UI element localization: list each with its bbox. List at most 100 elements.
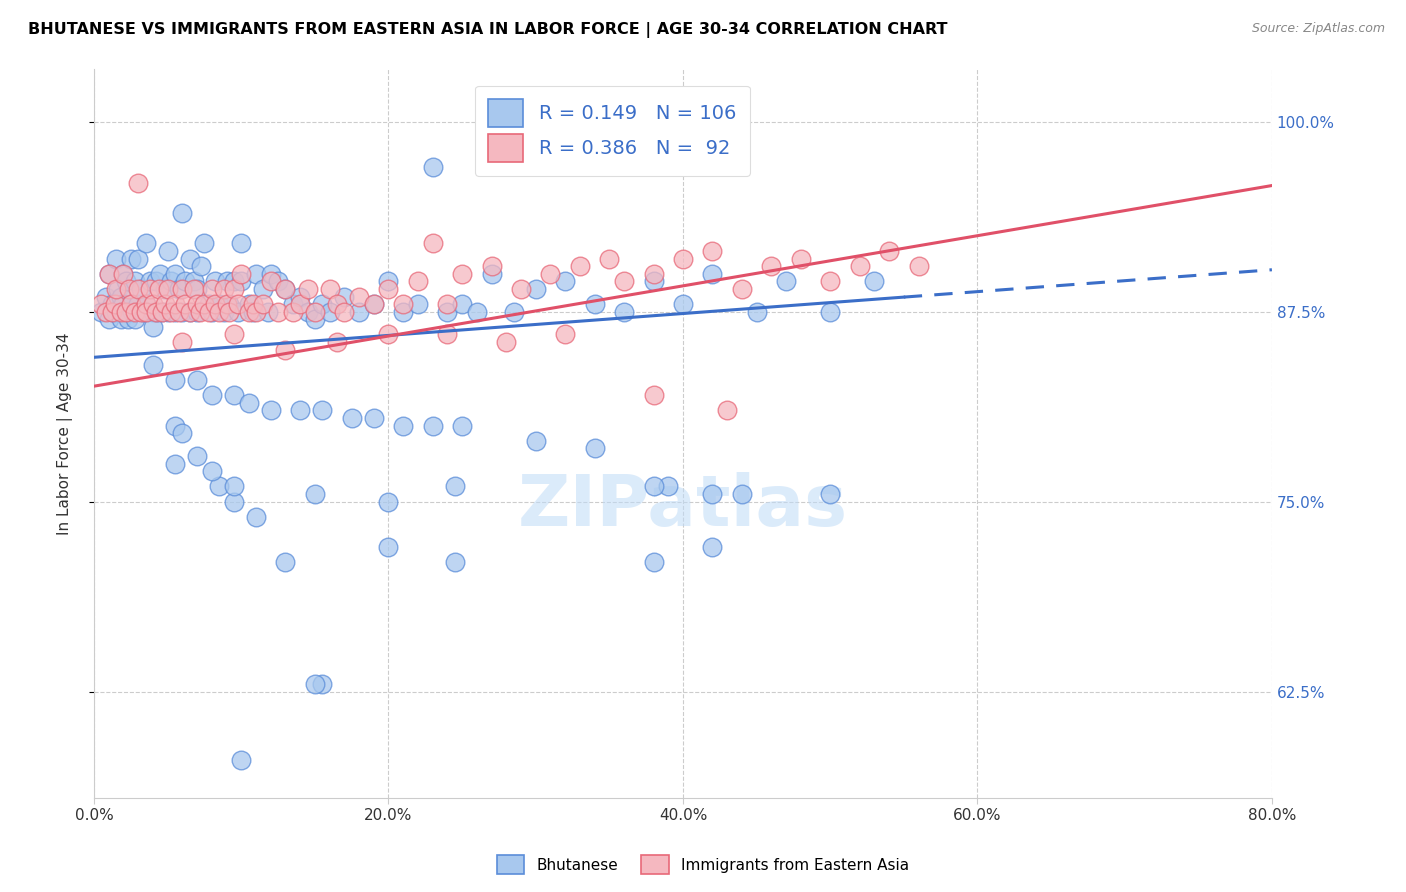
Point <box>97 267 120 281</box>
Point <box>222 274 245 288</box>
Point <box>156 244 179 258</box>
Point <box>135 297 157 311</box>
Point <box>761 259 783 273</box>
Point <box>186 373 208 387</box>
Legend: R = 0.149   N = 106, R = 0.386   N =  92: R = 0.149 N = 106, R = 0.386 N = 92 <box>475 86 749 176</box>
Point <box>135 304 157 318</box>
Point <box>702 487 724 501</box>
Point <box>304 487 326 501</box>
Point <box>153 282 176 296</box>
Point <box>288 297 311 311</box>
Point <box>212 282 235 296</box>
Point <box>94 304 117 318</box>
Point <box>363 297 385 311</box>
Point <box>252 297 274 311</box>
Point <box>172 426 194 441</box>
Point <box>115 304 138 318</box>
Point <box>105 282 128 296</box>
Point <box>583 297 606 311</box>
Point <box>326 297 349 311</box>
Point <box>288 403 311 417</box>
Point <box>201 388 224 402</box>
Point <box>495 335 517 350</box>
Point <box>231 236 253 251</box>
Point <box>790 252 813 266</box>
Point <box>112 297 135 311</box>
Point <box>112 267 135 281</box>
Point <box>107 282 129 296</box>
Point <box>183 282 205 296</box>
Point <box>311 297 333 311</box>
Point <box>672 252 695 266</box>
Point <box>568 259 591 273</box>
Point <box>524 282 547 296</box>
Point <box>377 282 399 296</box>
Point <box>124 304 146 318</box>
Point <box>215 297 238 311</box>
Point <box>863 274 886 288</box>
Point <box>172 335 194 350</box>
Point <box>110 289 132 303</box>
Point <box>256 304 278 318</box>
Point <box>190 259 212 273</box>
Point <box>436 304 458 318</box>
Point <box>451 267 474 281</box>
Point <box>318 282 340 296</box>
Point <box>347 289 370 303</box>
Point <box>643 388 665 402</box>
Point <box>201 464 224 478</box>
Point <box>643 479 665 493</box>
Point <box>318 304 340 318</box>
Point <box>436 327 458 342</box>
Point <box>201 282 224 296</box>
Point <box>104 297 127 311</box>
Point <box>288 289 311 303</box>
Point <box>907 259 929 273</box>
Point <box>139 274 162 288</box>
Point <box>110 312 132 326</box>
Point <box>131 304 153 318</box>
Point <box>135 236 157 251</box>
Point <box>110 304 132 318</box>
Point <box>818 304 841 318</box>
Point <box>215 274 238 288</box>
Legend: Bhutanese, Immigrants from Eastern Asia: Bhutanese, Immigrants from Eastern Asia <box>491 849 915 880</box>
Point <box>613 304 636 318</box>
Point <box>231 274 253 288</box>
Point <box>775 274 797 288</box>
Point <box>333 304 356 318</box>
Point <box>745 304 768 318</box>
Point <box>136 304 159 318</box>
Point <box>101 304 124 318</box>
Point <box>156 282 179 296</box>
Point <box>267 274 290 288</box>
Point <box>422 161 444 175</box>
Point <box>583 442 606 456</box>
Point <box>193 297 215 311</box>
Point <box>193 236 215 251</box>
Point <box>222 282 245 296</box>
Point <box>156 304 179 318</box>
Point <box>274 556 297 570</box>
Point <box>702 244 724 258</box>
Point <box>363 411 385 425</box>
Point <box>149 267 172 281</box>
Point <box>179 304 201 318</box>
Point <box>145 304 167 318</box>
Point <box>174 297 197 311</box>
Point <box>245 304 267 318</box>
Point <box>163 297 186 311</box>
Text: Source: ZipAtlas.com: Source: ZipAtlas.com <box>1251 22 1385 36</box>
Point <box>208 304 231 318</box>
Point <box>97 267 120 281</box>
Point <box>94 289 117 303</box>
Point <box>159 274 181 288</box>
Point <box>129 282 152 296</box>
Point <box>422 236 444 251</box>
Point <box>186 304 208 318</box>
Point <box>267 304 290 318</box>
Point <box>129 304 152 318</box>
Point <box>643 267 665 281</box>
Point <box>150 304 173 318</box>
Point <box>304 312 326 326</box>
